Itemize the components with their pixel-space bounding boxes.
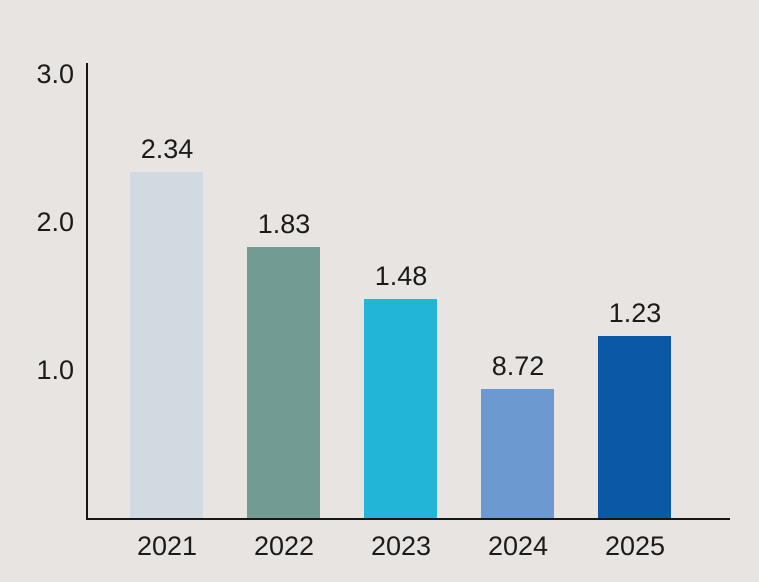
bar-2023 [364,299,437,518]
bar-2021 [130,172,203,518]
bar-value-label: 1.48 [374,261,428,291]
bar-2025 [598,336,671,518]
x-tick-label: 2025 [604,531,666,561]
x-tick-label: 2022 [253,531,315,561]
y-axis-line [86,63,88,520]
x-axis-line [86,518,730,520]
bar-value-label: 2.34 [140,134,194,164]
bar-value-label: 1.23 [608,298,662,328]
bar-2024 [481,389,554,518]
x-tick-label: 2021 [136,531,198,561]
x-tick-label: 2024 [487,531,549,561]
y-tick-label: 2.0 [36,207,74,237]
x-tick-label: 2023 [370,531,432,561]
bar-2022 [247,247,320,518]
bar-value-label: 8.72 [491,351,545,381]
y-tick-label: 3.0 [36,59,74,89]
bar-value-label: 1.83 [257,209,311,239]
y-tick-label: 1.0 [36,355,74,385]
